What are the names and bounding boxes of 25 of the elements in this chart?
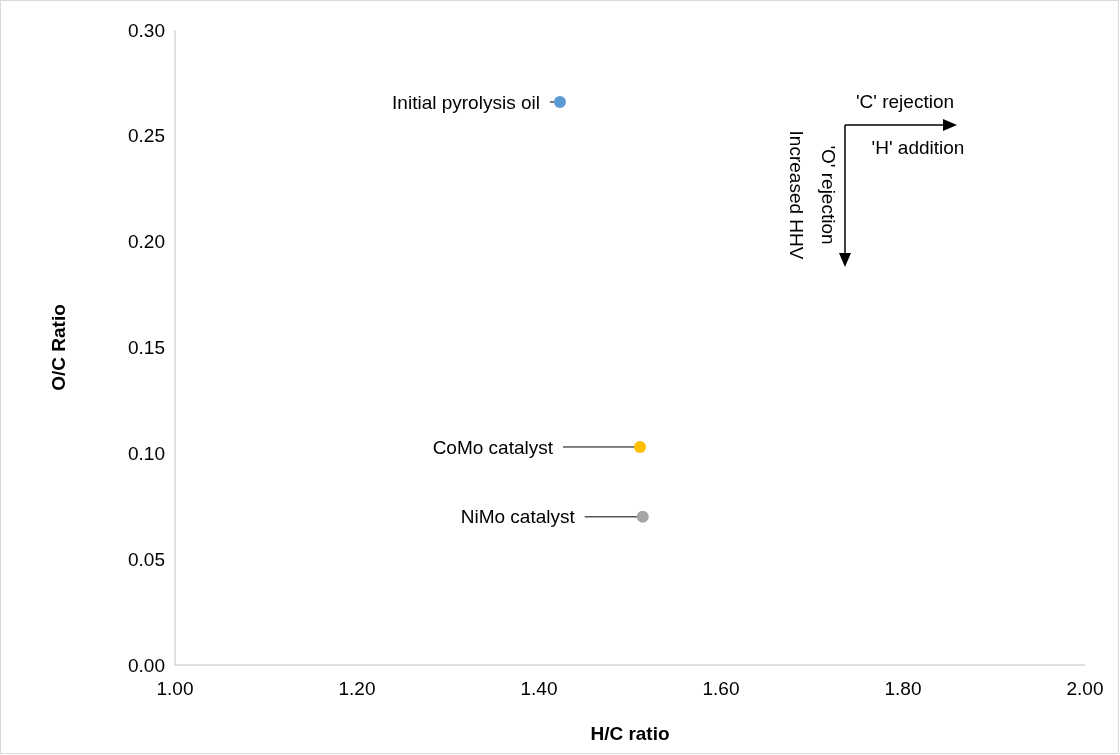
y-tick-label: 0.25 [128, 125, 165, 147]
x-tick-label: 1.80 [884, 678, 922, 699]
y-tick-label: 0.20 [128, 231, 165, 253]
annotation: 'H' addition [871, 137, 965, 158]
x-tick-label: 1.40 [520, 678, 558, 699]
point [553, 95, 566, 108]
point [636, 510, 649, 523]
annotation: 'C' rejection [855, 91, 955, 112]
x-tick-label: 1.20 [338, 678, 376, 699]
point [634, 440, 647, 453]
y-tick-label: 0.15 [128, 337, 165, 359]
annotation: CoMo catalyst [432, 436, 554, 458]
annotation: Initial pyrolysis oil [392, 91, 540, 113]
y-tick-label: 0.00 [128, 654, 165, 676]
annotation: NiMo catalyst [460, 506, 576, 528]
annotation: 'O' rejection [818, 145, 839, 245]
y-tick-label: 0.05 [128, 548, 165, 570]
y-axis-title: O/C Ratio [48, 304, 69, 391]
x-tick-label: 1.60 [702, 678, 740, 699]
x-tick-label: 1.00 [156, 678, 194, 699]
x-tick-label: 2.00 [1066, 678, 1104, 699]
y-tick-label: 0.10 [128, 442, 165, 464]
y-tick-label: 0.30 [128, 19, 165, 41]
annotation: Increased HHV [786, 130, 807, 260]
x-axis-title: H/C ratio [590, 723, 670, 744]
